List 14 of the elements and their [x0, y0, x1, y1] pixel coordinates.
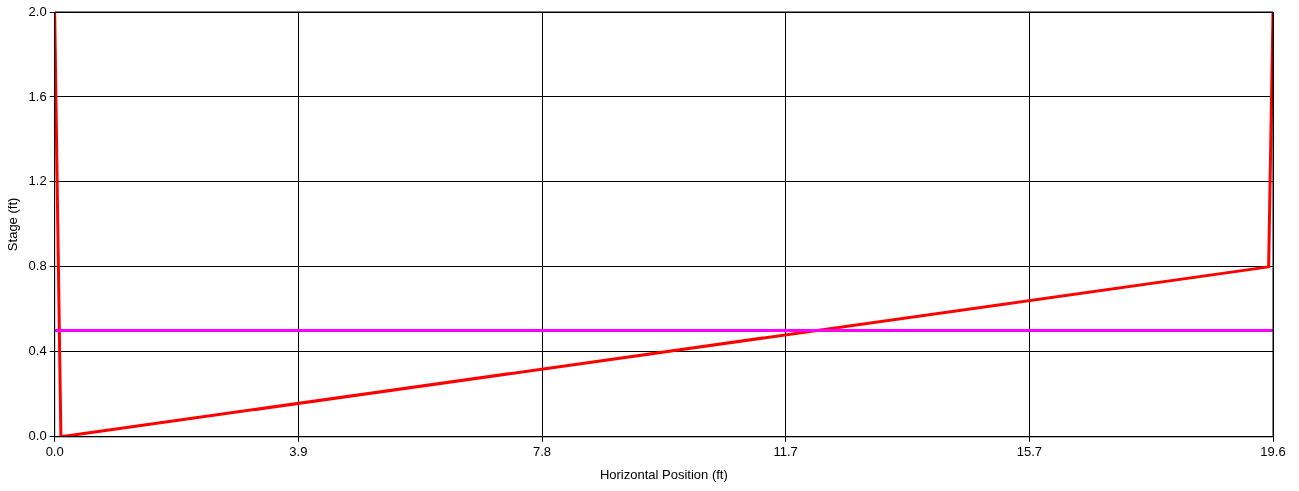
x-tick-label: 7.8: [532, 444, 552, 460]
x-axis-title: Horizontal Position (ft): [599, 466, 728, 482]
x-tick-label: 15.7: [1016, 444, 1042, 460]
y-tick-label: 1.2: [28, 173, 47, 189]
y-tick-label: 2.0: [28, 3, 47, 19]
y-tick-label: 1.6: [28, 88, 47, 104]
y-axis-title: Stage (ft): [5, 197, 21, 252]
x-tick-label: 19.6: [1260, 444, 1286, 460]
x-tick-label: 0.0: [45, 444, 64, 460]
x-tick-label: 3.9: [289, 444, 308, 460]
x-tick-label: 11.7: [773, 444, 798, 460]
y-tick-label: 0.4: [28, 343, 47, 359]
y-tick-label: 0.0: [28, 428, 47, 444]
y-tick-label: 0.8: [28, 258, 47, 274]
